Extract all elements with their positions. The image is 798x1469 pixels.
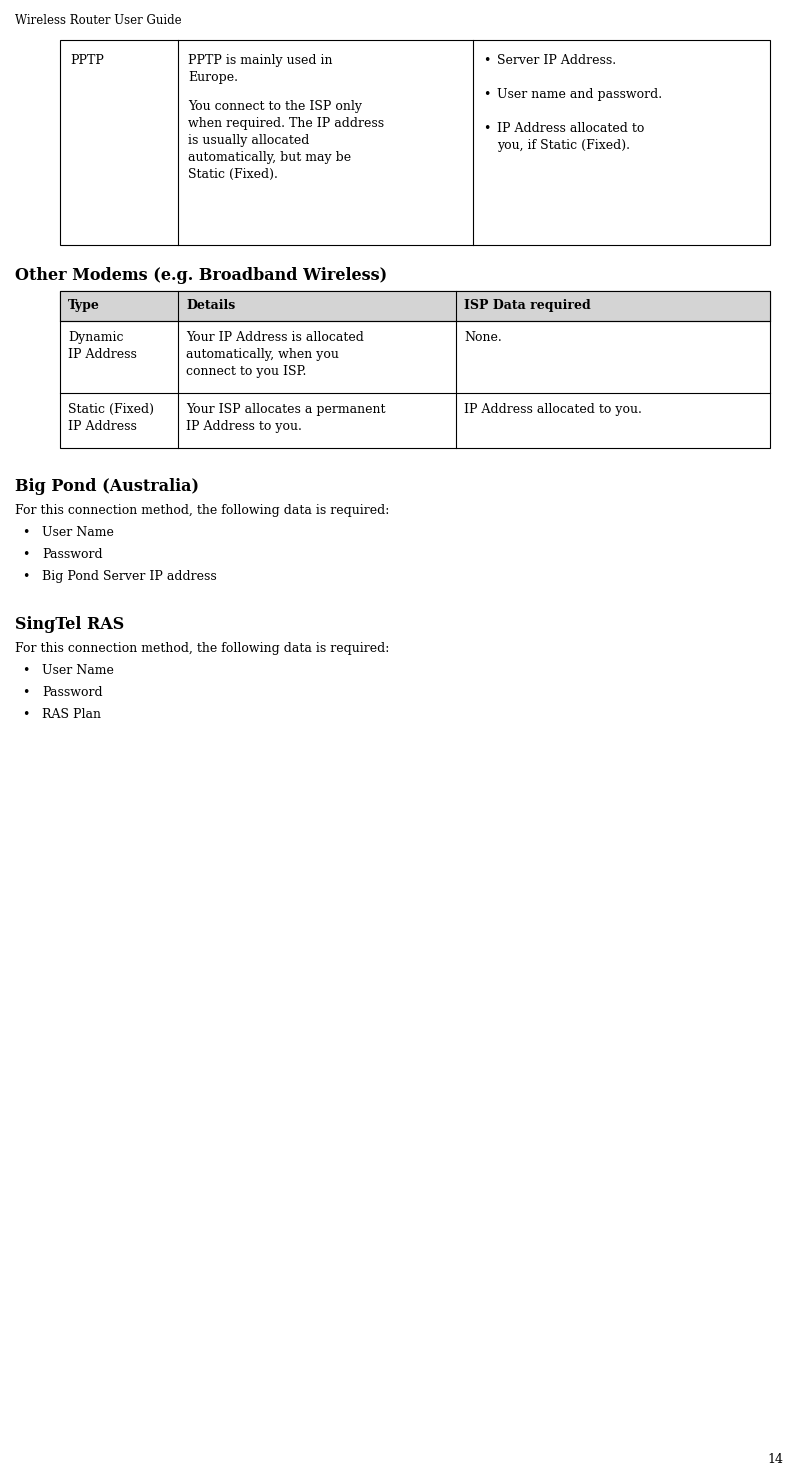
Bar — [60, 40, 770, 245]
Text: Wireless Router User Guide: Wireless Router User Guide — [15, 15, 182, 26]
Text: •: • — [483, 122, 491, 135]
Text: For this connection method, the following data is required:: For this connection method, the followin… — [15, 504, 389, 517]
Text: SingTel RAS: SingTel RAS — [15, 616, 124, 633]
Text: •: • — [22, 708, 30, 721]
Text: IP Address allocated to you.: IP Address allocated to you. — [464, 403, 642, 416]
Text: •: • — [22, 570, 30, 583]
Text: 14: 14 — [767, 1453, 783, 1466]
Text: User Name: User Name — [42, 526, 114, 539]
Text: Big Pond (Australia): Big Pond (Australia) — [15, 477, 199, 495]
Text: You connect to the ISP only
when required. The IP address
is usually allocated
a: You connect to the ISP only when require… — [188, 100, 384, 181]
Text: ISP Data required: ISP Data required — [464, 300, 591, 311]
Text: RAS Plan: RAS Plan — [42, 708, 101, 721]
Text: Password: Password — [42, 686, 103, 699]
Text: Dynamic
IP Address: Dynamic IP Address — [68, 331, 137, 361]
Text: For this connection method, the following data is required:: For this connection method, the followin… — [15, 642, 389, 655]
Text: None.: None. — [464, 331, 502, 344]
Text: Details: Details — [186, 300, 235, 311]
Text: Your ISP allocates a permanent
IP Address to you.: Your ISP allocates a permanent IP Addres… — [186, 403, 385, 433]
Text: User Name: User Name — [42, 664, 114, 677]
Text: Your IP Address is allocated
automatically, when you
connect to you ISP.: Your IP Address is allocated automatical… — [186, 331, 364, 378]
Text: •: • — [22, 686, 30, 699]
Bar — [60, 291, 770, 322]
Text: Server IP Address.: Server IP Address. — [497, 54, 616, 68]
Text: PPTP is mainly used in
Europe.: PPTP is mainly used in Europe. — [188, 54, 333, 84]
Text: •: • — [22, 526, 30, 539]
Text: •: • — [22, 664, 30, 677]
Text: •: • — [22, 548, 30, 561]
Text: Password: Password — [42, 548, 103, 561]
Text: Big Pond Server IP address: Big Pond Server IP address — [42, 570, 217, 583]
Text: •: • — [483, 54, 491, 68]
Text: User name and password.: User name and password. — [497, 88, 662, 101]
Text: Static (Fixed)
IP Address: Static (Fixed) IP Address — [68, 403, 154, 433]
Text: Type: Type — [68, 300, 100, 311]
Text: PPTP: PPTP — [70, 54, 104, 68]
Text: Other Modems (e.g. Broadband Wireless): Other Modems (e.g. Broadband Wireless) — [15, 267, 387, 284]
Text: •: • — [483, 88, 491, 101]
Bar — [60, 291, 770, 448]
Text: IP Address allocated to
you, if Static (Fixed).: IP Address allocated to you, if Static (… — [497, 122, 644, 151]
